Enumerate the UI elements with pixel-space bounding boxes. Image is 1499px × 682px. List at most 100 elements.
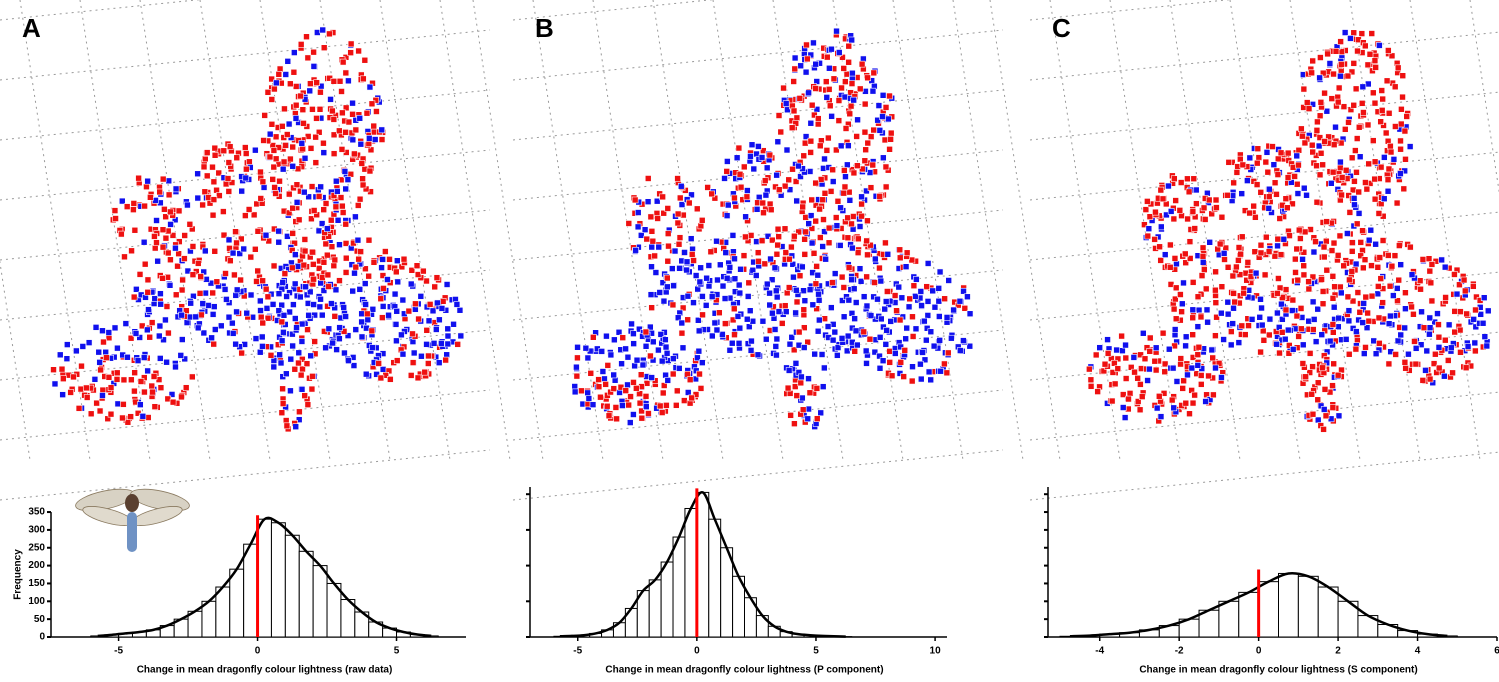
map-cell [1192, 226, 1198, 232]
map-cell [182, 232, 188, 238]
map-cell [189, 374, 195, 380]
map-cell [1236, 245, 1242, 251]
map-cell [164, 304, 170, 310]
map-cell [1195, 294, 1201, 300]
graticule [953, 0, 1023, 460]
map-cell [188, 300, 194, 306]
map-cell [670, 302, 676, 308]
map-cell [291, 69, 297, 75]
map-cell [1314, 119, 1320, 125]
map-cell [1373, 64, 1379, 70]
map-cell [356, 256, 362, 262]
map-cell [803, 229, 809, 235]
map-cell [1285, 327, 1291, 333]
map-cell [233, 341, 239, 347]
map-cell [1290, 346, 1296, 352]
map-cell [380, 366, 386, 372]
map-cell [741, 253, 747, 259]
map-cell [325, 272, 331, 278]
map-cell [928, 329, 934, 335]
map-cell [1463, 365, 1469, 371]
map-cell [108, 385, 114, 391]
map-cell [108, 411, 114, 417]
map-cell [709, 191, 715, 197]
map-cell [1341, 104, 1347, 110]
map-cell [902, 347, 908, 353]
map-cell [1400, 73, 1406, 79]
map-cell [257, 349, 263, 355]
map-cell [760, 318, 766, 324]
map-cell [714, 238, 720, 244]
map-cell [248, 254, 254, 260]
map-cell [1266, 194, 1272, 200]
y-tick-label: 150 [28, 578, 45, 589]
map-cell [1298, 305, 1304, 311]
map-cell [799, 264, 805, 270]
map-cell [241, 246, 247, 252]
map-cell [820, 197, 826, 203]
map-cell [923, 337, 929, 343]
map-cell [863, 147, 869, 153]
map-cell [1442, 264, 1448, 270]
map-cell [925, 260, 931, 266]
map-cell [1286, 233, 1292, 239]
map-cell [627, 420, 633, 426]
map-cell [1482, 334, 1488, 340]
map-cell [767, 302, 773, 308]
map-cell [1384, 78, 1390, 84]
graticule [1030, 390, 1499, 440]
map-cell [422, 369, 428, 375]
map-cell [694, 206, 700, 212]
map-cell [223, 296, 229, 302]
map-cell [643, 329, 649, 335]
map-cell [1346, 318, 1352, 324]
map-cell [204, 150, 210, 156]
map-cell [785, 385, 791, 391]
map-cell [1278, 301, 1284, 307]
map-cell [253, 336, 259, 342]
map-cell [1154, 405, 1160, 411]
map-cell [633, 385, 639, 391]
x-tick-label: 0 [694, 646, 700, 657]
map-cell [1123, 355, 1129, 361]
map-cell [573, 364, 579, 370]
map-cell [735, 313, 741, 319]
map-cell [849, 245, 855, 251]
map-cell [436, 317, 442, 323]
map-cell [292, 252, 298, 258]
map-cell [813, 61, 819, 67]
map-cell [882, 306, 888, 312]
map-cell [1376, 315, 1382, 321]
map-cell [234, 155, 240, 161]
map-cell [306, 312, 312, 318]
map-cell [439, 305, 445, 311]
map-cell [309, 373, 315, 379]
map-cell [776, 234, 782, 240]
map-cell [1381, 196, 1387, 202]
map-cell [1093, 352, 1099, 358]
map-cell [1105, 337, 1111, 343]
map-cell [1162, 361, 1168, 367]
graticule [0, 0, 30, 460]
y-axis-label: Frequency [13, 549, 24, 600]
map-cell [1387, 313, 1393, 319]
map-cell [282, 142, 288, 148]
map-cell [357, 286, 363, 292]
map-cell [1186, 411, 1192, 417]
map-cell [638, 232, 644, 238]
map-cell [720, 283, 726, 289]
map-cell [367, 84, 373, 90]
map-cell [341, 304, 347, 310]
map-cell [1484, 343, 1490, 349]
map-cell [135, 358, 141, 364]
map-cell [1281, 236, 1287, 242]
map-cell [316, 228, 322, 234]
x-axis-label: Change in mean dragonfly colour lightnes… [1139, 665, 1417, 676]
map-cell [204, 173, 210, 179]
bar [230, 569, 244, 637]
map-cell [801, 288, 807, 294]
map-cell [334, 347, 340, 353]
map-cell [308, 353, 314, 359]
map-cell [1349, 248, 1355, 254]
map-cell [696, 328, 702, 334]
